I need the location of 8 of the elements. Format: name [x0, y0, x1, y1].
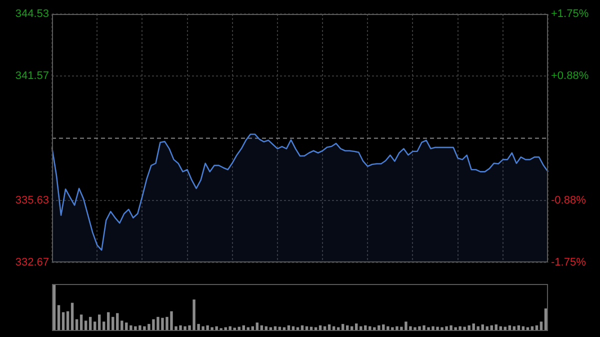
y2-tick-label: +1.75% [551, 8, 589, 20]
y-tick-label: 335.63 [15, 194, 49, 206]
y2-tick-label: -1.75% [551, 256, 586, 268]
y2-tick-label: -0.88% [551, 194, 586, 207]
y-tick-label: 341.57 [15, 70, 49, 82]
y-tick-label: 332.67 [15, 256, 49, 268]
y-tick-label: 344.53 [15, 8, 49, 20]
y2-tick-label: +0.88% [551, 70, 589, 82]
